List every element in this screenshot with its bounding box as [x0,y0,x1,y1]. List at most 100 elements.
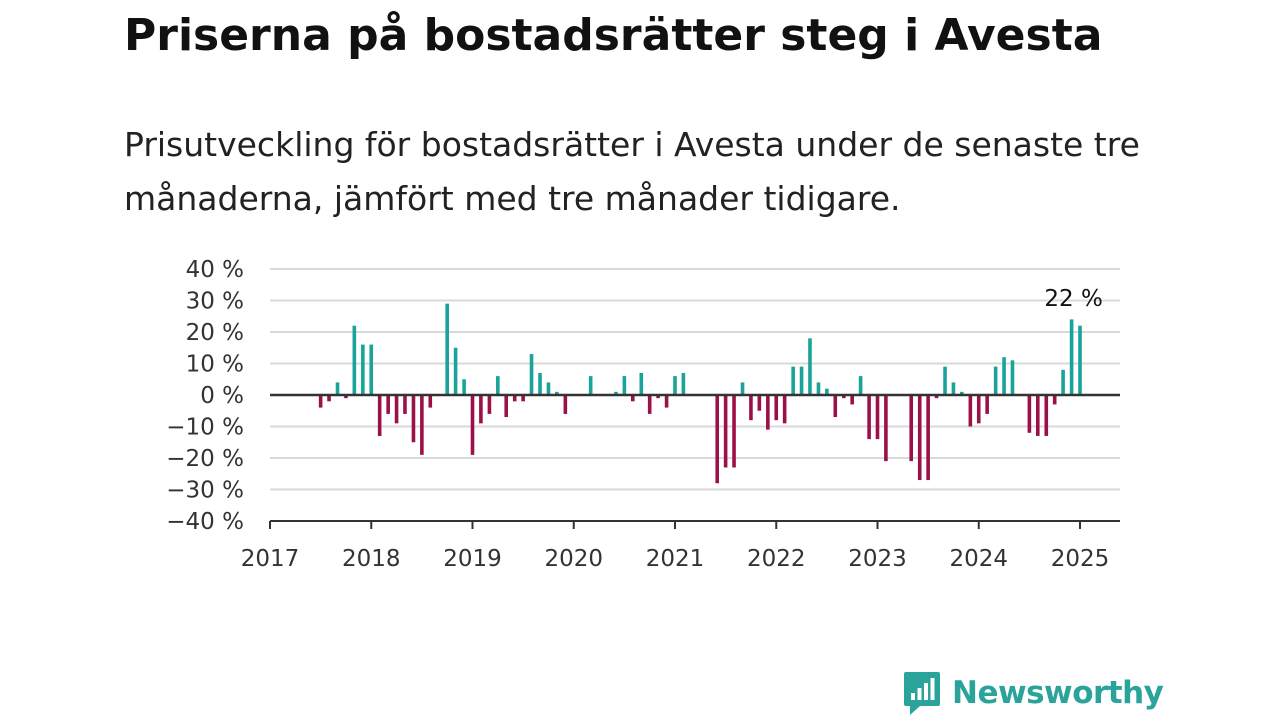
bar [496,376,500,395]
bar [976,395,981,424]
bar [841,395,846,399]
bar [656,395,660,399]
brand-name: Newsworthy [952,675,1164,711]
bar [504,395,509,418]
bar [335,382,340,395]
bar [639,372,644,395]
bar [377,395,382,436]
bar [622,376,627,395]
bar [664,395,669,408]
bar [1069,319,1074,395]
bar [647,395,652,414]
bar [462,379,466,395]
x-tick-label: 2023 [848,546,907,572]
bar [327,395,331,402]
y-tick-label: −10 % [166,415,244,441]
chart-title: Priserna på bostadsrätter steg i Avesta [124,10,1103,61]
bar [403,395,407,414]
bar [917,395,922,481]
bar [555,391,559,395]
x-tick-label: 2024 [949,546,1008,572]
bar-chart: 40 % 30 % 20 % 10 % 0 % −10 % −20 % −30 % −40 % 2… [166,257,1120,572]
bar [791,366,795,395]
bar [1035,395,1040,436]
bar [749,395,753,421]
bar [715,395,720,484]
latest-value-label: 22 % [1044,286,1102,312]
bar [808,338,812,395]
bar [850,395,854,405]
y-tick-label: −20 % [166,446,244,472]
bar [529,354,534,395]
bar [1044,395,1049,436]
chart-subtitle: Prisutveckling för bostadsrätter i Avest… [124,125,1140,218]
x-tick-label: 2020 [544,546,603,572]
bar [614,391,618,395]
x-tick-label: 2017 [241,546,300,572]
bar [723,395,728,468]
bar [951,382,956,395]
bar [681,372,686,395]
bar [521,395,525,402]
y-tick-label: 30 % [186,289,244,315]
bar [867,395,871,440]
bar [1002,357,1006,395]
newsworthy-logo-icon [904,672,940,715]
labels: 40 % 30 % 20 % 10 % 0 % −10 % −20 % −30 % −40 % 2… [166,257,1109,572]
bar [816,382,821,395]
bar [943,366,947,395]
bar [732,395,736,468]
bar [875,395,880,440]
bars [318,303,1082,484]
x-tick-label: 2022 [747,546,806,572]
bar [673,376,677,395]
bar [968,395,973,427]
bar [386,395,390,414]
bar [774,395,779,421]
bar [993,366,998,395]
bar [420,395,424,455]
y-tick-label: −40 % [166,509,244,535]
y-tick-label: 10 % [186,352,244,378]
x-tick-label: 2018 [342,546,401,572]
bar [630,395,635,402]
bar [428,395,433,408]
bar [512,395,517,402]
bar [538,372,542,395]
bar [479,395,483,424]
y-tick-label: 20 % [186,320,244,346]
bar [361,344,365,395]
bar [318,395,323,408]
bar [411,395,416,443]
y-tick-label: 40 % [186,257,244,283]
bar [352,325,357,395]
bar [1078,325,1082,395]
bar [985,395,989,414]
bar [757,395,762,411]
y-tick-label: 0 % [200,383,244,409]
bar [588,376,593,395]
bar [546,382,551,395]
bar [1010,360,1015,395]
bar [766,395,770,430]
bar [909,395,914,462]
x-tick-label: 2019 [443,546,502,572]
bar [782,395,787,424]
bar [833,395,838,418]
bar [858,376,863,395]
bar [487,395,492,414]
bar [926,395,930,481]
bar [453,347,458,395]
bar [799,366,804,395]
bar [563,395,568,414]
bar [825,388,829,395]
bar [344,395,348,399]
bar [1027,395,1032,433]
axes [269,393,1120,529]
bar [934,395,939,399]
bar [1052,395,1057,405]
bar [394,395,399,424]
bar [445,303,449,395]
bar [1061,369,1065,395]
bar [470,395,475,455]
